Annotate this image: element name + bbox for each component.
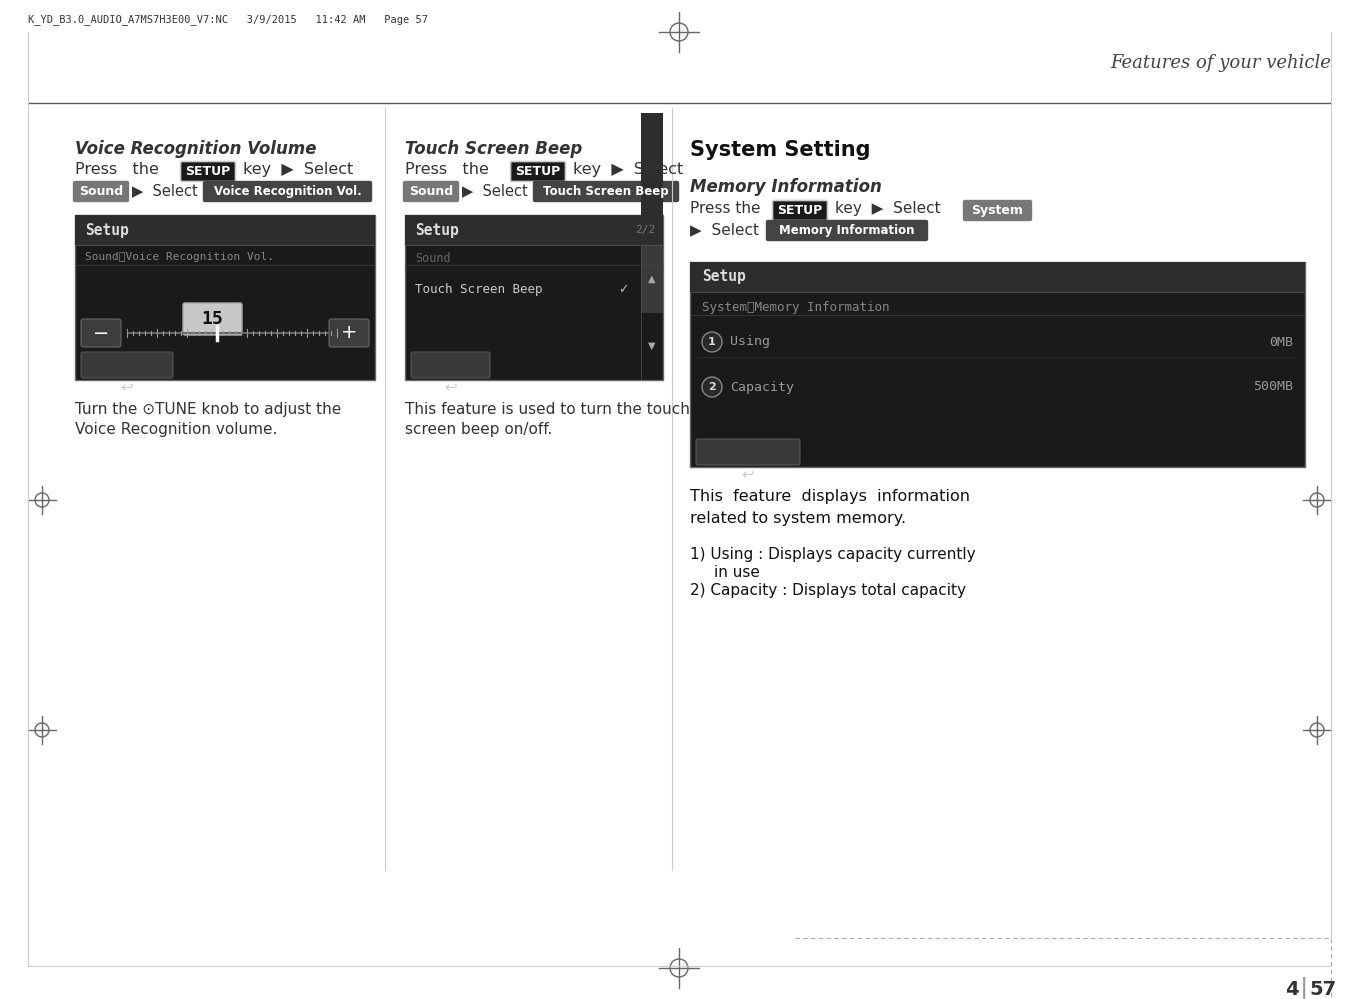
Text: Press   the: Press the <box>405 162 489 177</box>
Text: Capacity: Capacity <box>730 381 794 394</box>
Text: Voice Recognition volume.: Voice Recognition volume. <box>75 422 277 437</box>
FancyBboxPatch shape <box>82 319 121 347</box>
Bar <box>405 215 663 245</box>
Text: Features of your vehicle: Features of your vehicle <box>1110 54 1330 72</box>
Text: 4: 4 <box>1286 980 1299 999</box>
Text: Press the: Press the <box>690 201 761 216</box>
Circle shape <box>703 332 722 352</box>
FancyBboxPatch shape <box>410 352 491 378</box>
Text: ↩: ↩ <box>121 380 133 395</box>
FancyBboxPatch shape <box>696 439 800 465</box>
FancyBboxPatch shape <box>183 303 242 335</box>
FancyBboxPatch shape <box>534 182 678 202</box>
Text: K_YD_B3.0_AUDIO_A7MS7H3E00_V7:NC   3/9/2015   11:42 AM   Page 57: K_YD_B3.0_AUDIO_A7MS7H3E00_V7:NC 3/9/201… <box>29 14 428 25</box>
Text: Sound: Sound <box>414 253 451 266</box>
FancyBboxPatch shape <box>73 182 129 202</box>
Bar <box>690 262 1305 292</box>
Text: 1: 1 <box>708 337 716 347</box>
Text: 500MB: 500MB <box>1253 381 1292 394</box>
FancyBboxPatch shape <box>82 352 173 378</box>
Text: in use: in use <box>713 565 760 580</box>
Text: related to system memory.: related to system memory. <box>690 511 906 526</box>
Text: ↩: ↩ <box>444 380 457 395</box>
Text: SETUP: SETUP <box>185 165 231 178</box>
Text: 0MB: 0MB <box>1269 336 1292 349</box>
Text: 2) Capacity : Displays total capacity: 2) Capacity : Displays total capacity <box>690 583 966 598</box>
Text: Setup: Setup <box>86 223 129 238</box>
Bar <box>405 215 663 380</box>
Text: Press   the: Press the <box>75 162 159 177</box>
FancyBboxPatch shape <box>964 201 1031 221</box>
Text: ▲: ▲ <box>648 274 656 284</box>
Text: |: | <box>1299 977 1309 999</box>
Text: key  ▶  Select: key ▶ Select <box>243 162 353 177</box>
Text: Touch Screen Beep: Touch Screen Beep <box>405 140 582 158</box>
Text: Sound: Sound <box>79 185 124 198</box>
Text: ✓: ✓ <box>618 284 628 297</box>
FancyBboxPatch shape <box>772 201 828 221</box>
FancyBboxPatch shape <box>404 182 458 202</box>
Text: Voice Recognition Vol.: Voice Recognition Vol. <box>213 185 361 198</box>
Text: key  ▶  Select: key ▶ Select <box>573 162 684 177</box>
Text: 1) Using : Displays capacity currently: 1) Using : Displays capacity currently <box>690 547 976 562</box>
Text: Sound〉Voice Recognition Vol.: Sound〉Voice Recognition Vol. <box>86 252 275 262</box>
Text: Touch Screen Beep: Touch Screen Beep <box>544 185 669 198</box>
Bar <box>690 262 1305 467</box>
Text: Setup: Setup <box>414 223 459 238</box>
Text: SETUP: SETUP <box>515 165 561 178</box>
Bar <box>75 215 375 380</box>
FancyBboxPatch shape <box>329 319 370 347</box>
Text: ▼: ▼ <box>648 342 656 352</box>
Bar <box>641 246 663 313</box>
Text: ▶  Select: ▶ Select <box>690 222 758 237</box>
FancyBboxPatch shape <box>511 162 565 182</box>
Text: 2: 2 <box>708 382 716 392</box>
Text: ↩: ↩ <box>742 467 754 482</box>
Text: This  feature  displays  information: This feature displays information <box>690 489 970 504</box>
Text: Sound: Sound <box>409 185 453 198</box>
Text: Memory Information: Memory Information <box>779 224 915 237</box>
Text: +: + <box>341 324 357 343</box>
Text: Setup: Setup <box>703 270 746 285</box>
Text: SETUP: SETUP <box>777 204 822 217</box>
Text: 57: 57 <box>1309 980 1336 999</box>
Text: Memory Information: Memory Information <box>690 178 882 196</box>
Text: 2/2: 2/2 <box>635 225 655 235</box>
Text: System〉Memory Information: System〉Memory Information <box>703 302 890 315</box>
Circle shape <box>703 377 722 397</box>
Text: Using: Using <box>730 336 771 349</box>
Bar <box>641 113 663 246</box>
Text: 15: 15 <box>201 310 223 328</box>
FancyBboxPatch shape <box>181 162 235 182</box>
FancyBboxPatch shape <box>766 221 927 241</box>
Text: ▶  Select: ▶ Select <box>132 183 198 198</box>
Bar <box>75 215 375 245</box>
Text: Turn the ⊙TUNE knob to adjust the: Turn the ⊙TUNE knob to adjust the <box>75 402 341 417</box>
Text: key  ▶  Select: key ▶ Select <box>834 201 940 216</box>
Text: screen beep on/off.: screen beep on/off. <box>405 422 552 437</box>
Text: ▶  Select: ▶ Select <box>462 183 527 198</box>
Text: −: − <box>92 324 109 343</box>
Text: This feature is used to turn the touch: This feature is used to turn the touch <box>405 402 690 417</box>
Bar <box>126 332 337 334</box>
Text: Touch Screen Beep: Touch Screen Beep <box>414 284 542 297</box>
Text: System: System <box>972 204 1023 217</box>
Text: Voice Recognition Volume: Voice Recognition Volume <box>75 140 317 158</box>
FancyBboxPatch shape <box>204 182 371 202</box>
Text: System Setting: System Setting <box>690 140 871 160</box>
